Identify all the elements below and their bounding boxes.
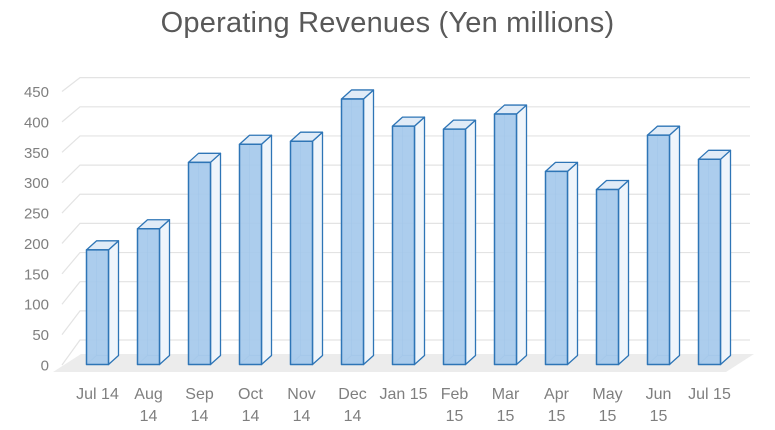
- x-tick-label-apr-15: Apr: [544, 386, 570, 403]
- bar-front-face[interactable]: [238, 143, 263, 366]
- x-tick-label-oct-14-line2: 14: [242, 408, 260, 425]
- y-tick-label-200: 200: [24, 236, 49, 253]
- bar-front-face[interactable]: [493, 113, 518, 366]
- bar-nov-14[interactable]: [289, 131, 324, 366]
- x-tick-label-aug-14-line2: 14: [140, 408, 158, 425]
- bar-front-face[interactable]: [85, 249, 110, 366]
- chart-title: Operating Revenues (Yen millions): [160, 7, 615, 39]
- y-tick-label-300: 300: [24, 175, 49, 192]
- bar-side-face[interactable]: [566, 161, 579, 366]
- y-tick-label-150: 150: [24, 266, 49, 283]
- x-tick-label-jun-15: Jun: [646, 386, 672, 403]
- bar-side-face[interactable]: [362, 89, 375, 366]
- y-tick-label-400: 400: [24, 114, 49, 131]
- x-tick-label-jul-15: Jul 15: [688, 386, 731, 403]
- bar-side-face[interactable]: [209, 152, 222, 366]
- bar-front-face[interactable]: [340, 98, 365, 366]
- gridline-450: [61, 77, 750, 92]
- bar-oct-14[interactable]: [238, 134, 273, 366]
- bar-side-face[interactable]: [719, 149, 732, 366]
- y-tick-label-100: 100: [24, 297, 49, 314]
- bar-aug-14[interactable]: [136, 219, 171, 366]
- x-tick-label-may-15: May: [592, 386, 622, 403]
- x-tick-label-may-15-line2: 15: [599, 408, 617, 425]
- bar-front-face[interactable]: [646, 134, 671, 366]
- x-tick-label-jun-15-line2: 15: [650, 408, 668, 425]
- x-tick-label-dec-14-line2: 14: [344, 408, 362, 425]
- bar-side-face[interactable]: [158, 219, 171, 366]
- bar-front-face[interactable]: [187, 161, 212, 366]
- x-tick-label-dec-14: Dec: [338, 386, 366, 403]
- x-tick-label-nov-14-line2: 14: [293, 408, 311, 425]
- bar-front-face[interactable]: [391, 125, 416, 366]
- bar-front-face[interactable]: [697, 158, 722, 366]
- y-tick-label-350: 350: [24, 145, 49, 162]
- x-tick-label-nov-14: Nov: [287, 386, 315, 403]
- x-tick-label-feb-15-line2: 15: [446, 408, 464, 425]
- bar-sep-14[interactable]: [187, 152, 222, 366]
- bar-side-face[interactable]: [107, 240, 120, 366]
- bar-jan-15[interactable]: [391, 116, 426, 366]
- bar-front-face[interactable]: [442, 128, 467, 366]
- y-tick-label-250: 250: [24, 206, 49, 223]
- y-tick-label-50: 50: [32, 327, 49, 344]
- bar-jul-15[interactable]: [697, 149, 732, 366]
- bar-jun-15[interactable]: [646, 125, 681, 366]
- bar-side-face[interactable]: [413, 116, 426, 366]
- bar-mar-15[interactable]: [493, 104, 528, 366]
- x-tick-label-mar-15: Mar: [492, 386, 520, 403]
- x-tick-label-sep-14: Sep: [185, 386, 214, 403]
- bar-apr-15[interactable]: [544, 161, 579, 366]
- bar-feb-15[interactable]: [442, 119, 477, 366]
- x-tick-label-sep-14-line2: 14: [191, 408, 209, 425]
- bar-dec-14[interactable]: [340, 89, 375, 366]
- x-tick-label-apr-15-line2: 15: [548, 408, 566, 425]
- x-tick-label-mar-15-line2: 15: [497, 408, 515, 425]
- bar-side-face[interactable]: [260, 134, 273, 366]
- bar-front-face[interactable]: [544, 170, 569, 366]
- y-tick-label-0: 0: [41, 358, 49, 375]
- bar-front-face[interactable]: [595, 188, 620, 366]
- x-tick-label-feb-15: Feb: [441, 386, 469, 403]
- bar-side-face[interactable]: [464, 119, 477, 366]
- x-tick-label-oct-14: Oct: [238, 386, 263, 403]
- x-tick-label-jan-15: Jan 15: [379, 386, 427, 403]
- bar-jul-14[interactable]: [85, 240, 120, 366]
- bar-front-face[interactable]: [136, 227, 161, 366]
- bar-may-15[interactable]: [595, 179, 630, 366]
- x-tick-label-jul-14: Jul 14: [76, 386, 119, 403]
- y-tick-label-450: 450: [24, 84, 49, 101]
- bar-front-face[interactable]: [289, 140, 314, 366]
- bar-side-face[interactable]: [668, 125, 681, 366]
- x-tick-label-aug-14: Aug: [134, 386, 162, 403]
- bar-side-face[interactable]: [311, 131, 324, 366]
- bar-side-face[interactable]: [617, 179, 630, 366]
- bar-side-face[interactable]: [515, 104, 528, 366]
